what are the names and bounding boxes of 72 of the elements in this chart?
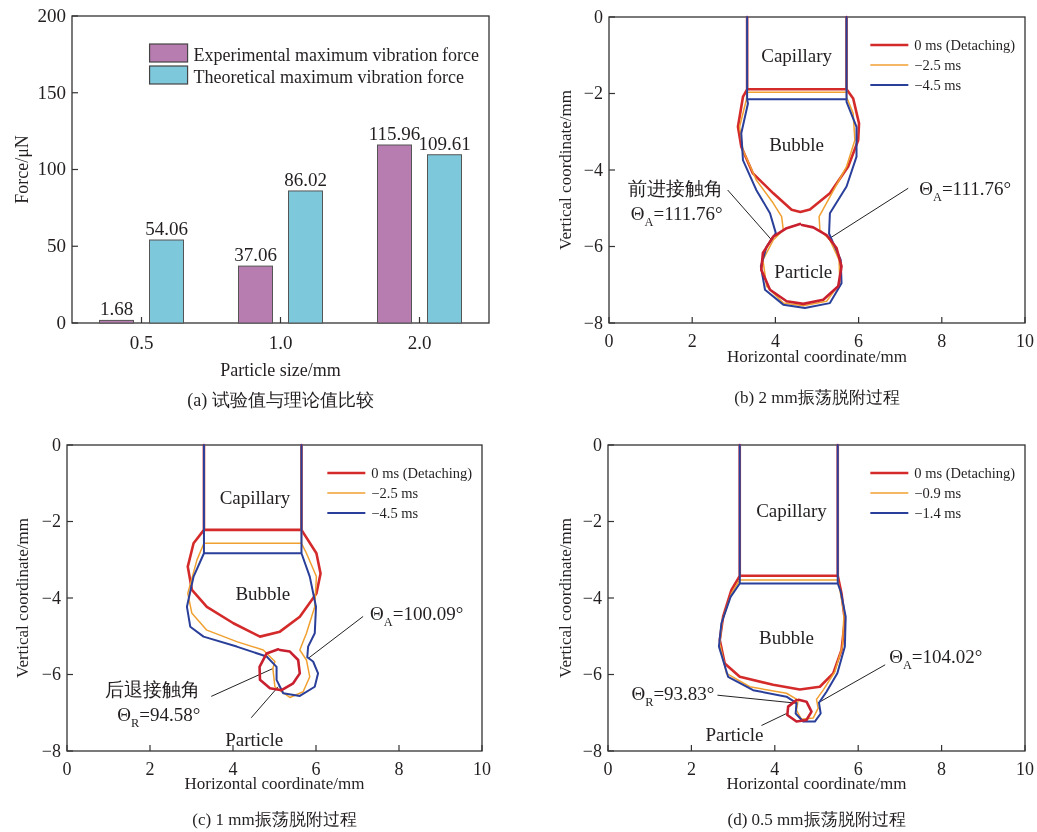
y-tick-label: 0	[594, 6, 603, 27]
x-tick-label: 1.0	[268, 332, 293, 353]
x-tick-label: 2.0	[407, 332, 432, 353]
data-label: 1.68	[99, 298, 134, 320]
annotation: Particle	[774, 261, 833, 283]
x-tick-label: 2	[687, 331, 697, 351]
y-tick-label: 0	[56, 311, 66, 333]
annotation: 前进接触角 Θ$_{A}$=111.76°	[627, 178, 723, 229]
text: (c) 1 mm振荡脱附过程	[192, 810, 357, 829]
annotation: Capillary	[761, 45, 833, 67]
annotation: Θ$_{R}$=93.83°	[631, 683, 715, 709]
y-axis-title: Vertical coordinate/mm	[555, 517, 575, 679]
annotation: Θ$_{A}$=104.02°	[889, 645, 983, 672]
y-tick-label: 100	[37, 158, 66, 180]
legend-label: −2.5 ms	[914, 56, 962, 73]
x-axis-title: Particle size/mm	[220, 360, 341, 380]
y-tick-label: −2	[41, 511, 61, 532]
legend-label: −2.5 ms	[371, 484, 419, 501]
y-tick-label: −8	[41, 740, 61, 761]
data-label: 86.02	[284, 168, 327, 190]
y-tick-label: 0	[52, 434, 61, 455]
x-tick-label: 8	[937, 759, 947, 779]
data-label: 54.06	[145, 218, 188, 240]
x-tick-label: 0.5	[129, 332, 154, 353]
legend-label: Theoretical maximum vibration force	[193, 66, 464, 87]
y-tick-label: −6	[582, 664, 602, 685]
data-label: 115.96	[368, 123, 421, 144]
legend-label: −4.5 ms	[371, 504, 419, 521]
y-tick-label: −2	[583, 83, 603, 104]
annotation: Particle	[705, 723, 764, 745]
x-tick-label: 2	[145, 759, 155, 779]
legend-label: Experimental maximum vibration force	[193, 44, 479, 65]
legend-label: −1.4 ms	[914, 504, 962, 521]
annotation: Capillary	[756, 500, 828, 522]
annotation: Bubble	[759, 627, 814, 649]
y-tick-label: −6	[41, 664, 61, 685]
x-tick-label: 10	[1016, 759, 1034, 779]
y-tick-label: −4	[41, 587, 61, 608]
annotation: Bubble	[235, 582, 291, 604]
y-axis-title: Force/μN	[12, 135, 33, 204]
x-tick-label: 2	[686, 759, 696, 779]
y-tick-label: 50	[47, 235, 66, 257]
legend-label: −4.5 ms	[914, 76, 962, 93]
legend-label: 0 ms (Detaching)	[914, 464, 1016, 482]
y-tick-label: −2	[582, 511, 602, 532]
annotation: 后退接触角 Θ$_{R}$=94.58°	[105, 679, 201, 731]
y-tick-label: −6	[583, 236, 603, 257]
y-axis-title: Vertical coordinate/mm	[555, 89, 575, 251]
y-tick-label: −8	[583, 312, 603, 333]
legend-label: 0 ms (Detaching)	[914, 36, 1016, 54]
data-label: 37.06	[234, 244, 277, 266]
annotation: Θ$_{A}$=100.09°	[370, 603, 464, 630]
x-tick-label: 8	[394, 759, 404, 779]
annotation: Particle	[225, 728, 284, 750]
y-axis-title: Vertical coordinate/mm	[12, 517, 32, 679]
legend-label: 0 ms (Detaching)	[371, 464, 473, 482]
annotation: Θ$_{A}$=111.76°	[919, 178, 1012, 204]
y-tick-label: −4	[583, 159, 603, 180]
annotation: Capillary	[219, 486, 291, 508]
y-tick-label: 150	[37, 81, 66, 103]
y-tick-label: −4	[582, 587, 602, 608]
y-tick-label: −8	[582, 740, 602, 761]
x-tick-label: 8	[937, 331, 947, 351]
x-tick-label: 10	[1016, 331, 1034, 351]
y-tick-label: 200	[37, 4, 66, 26]
text: (b) 2 mm振荡脱附过程	[734, 388, 900, 407]
text: (a) 试验值与理论值比较	[187, 390, 374, 411]
y-tick-label: 0	[593, 434, 602, 455]
text: (d) 0.5 mm振荡脱附过程	[727, 810, 906, 829]
x-tick-label: 10	[473, 759, 491, 779]
legend-label: −0.9 ms	[914, 484, 962, 501]
annotation: Bubble	[769, 133, 825, 155]
